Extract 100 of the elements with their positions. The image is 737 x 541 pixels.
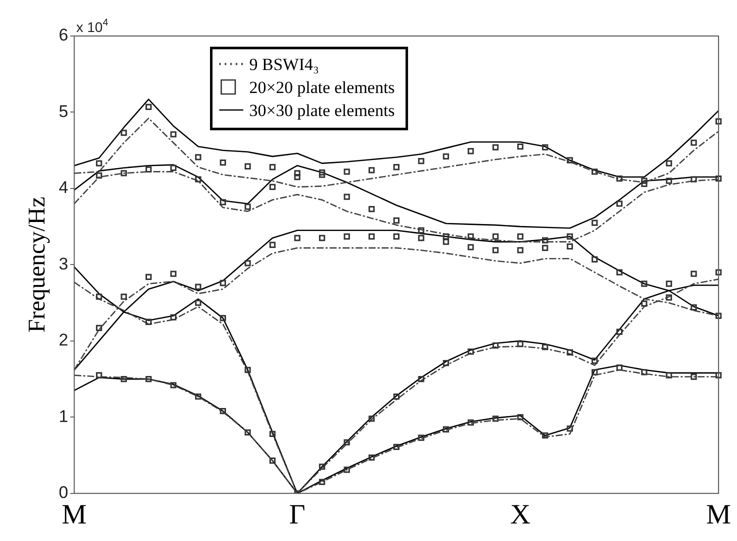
point xyxy=(641,280,648,287)
point xyxy=(393,444,400,450)
legend-label: 30×30 plate elements xyxy=(249,101,395,120)
point xyxy=(418,227,424,234)
point xyxy=(170,131,176,138)
point xyxy=(492,342,499,349)
point xyxy=(418,234,424,242)
point xyxy=(517,233,524,240)
point xyxy=(566,233,573,240)
legend-label: 9 BSWI4₃ xyxy=(249,55,320,74)
y-tick-label: 4 xyxy=(58,178,68,198)
point xyxy=(592,369,598,376)
point xyxy=(146,166,152,172)
point xyxy=(146,104,152,110)
point xyxy=(468,244,474,250)
point xyxy=(244,429,251,436)
point xyxy=(517,143,524,150)
point xyxy=(96,324,102,332)
point xyxy=(294,170,300,176)
point xyxy=(715,372,722,378)
point xyxy=(195,154,202,160)
point xyxy=(641,300,648,307)
point xyxy=(294,174,300,180)
point xyxy=(368,167,375,174)
point xyxy=(195,176,202,182)
point xyxy=(492,144,499,150)
point xyxy=(96,294,102,300)
point xyxy=(517,414,524,420)
point xyxy=(368,454,375,461)
point xyxy=(269,430,276,438)
point xyxy=(318,478,326,486)
point xyxy=(344,194,350,200)
point xyxy=(566,426,573,432)
point xyxy=(517,340,524,348)
point xyxy=(244,163,251,170)
legend-label: 20×20 plate elements xyxy=(249,78,395,97)
point xyxy=(146,318,152,325)
y-tick-label: 1 xyxy=(58,406,68,426)
point xyxy=(666,294,672,301)
x-tick-label: Γ xyxy=(289,500,306,531)
point xyxy=(492,247,499,254)
point xyxy=(542,344,548,350)
point xyxy=(542,144,548,150)
point xyxy=(244,204,251,210)
point xyxy=(468,419,474,426)
point xyxy=(492,233,499,240)
point xyxy=(294,234,300,242)
point xyxy=(666,178,672,184)
x-tick-label: X xyxy=(510,500,530,531)
y-tick-label: 6 xyxy=(58,26,68,45)
point xyxy=(715,312,722,319)
point xyxy=(269,458,276,464)
point xyxy=(344,466,350,473)
point xyxy=(468,233,474,240)
point xyxy=(393,394,400,400)
point xyxy=(318,172,326,178)
point xyxy=(690,374,697,380)
point xyxy=(418,158,424,164)
point xyxy=(592,168,598,175)
y-axis-title: Frequency/Hz xyxy=(24,196,51,333)
point xyxy=(715,175,722,182)
point xyxy=(517,247,524,254)
point xyxy=(641,178,648,184)
point xyxy=(120,130,127,136)
point xyxy=(220,199,226,206)
point xyxy=(170,314,176,320)
point xyxy=(344,168,350,175)
point xyxy=(220,408,226,414)
point xyxy=(418,434,424,441)
point xyxy=(566,349,573,356)
x-tick-label: M xyxy=(706,500,732,531)
point xyxy=(368,206,375,212)
point xyxy=(616,269,623,276)
point xyxy=(566,243,573,250)
point xyxy=(368,233,375,240)
point xyxy=(641,369,648,376)
point xyxy=(566,157,573,164)
x-tick-label: M xyxy=(62,500,87,531)
point xyxy=(120,376,127,382)
point xyxy=(170,270,176,277)
y-tick-label: 3 xyxy=(58,254,68,274)
point xyxy=(592,220,598,226)
point xyxy=(269,242,276,248)
point xyxy=(195,394,202,400)
point xyxy=(468,148,474,154)
point xyxy=(368,416,375,422)
point xyxy=(666,372,672,378)
point xyxy=(318,169,326,176)
point xyxy=(120,294,127,300)
point xyxy=(442,233,450,240)
point xyxy=(318,464,326,470)
point xyxy=(690,304,697,310)
point xyxy=(442,360,450,366)
point xyxy=(170,164,176,171)
point xyxy=(120,170,127,176)
point xyxy=(666,160,672,166)
point xyxy=(146,274,152,280)
point xyxy=(344,233,350,240)
point xyxy=(690,270,697,277)
point xyxy=(592,358,598,364)
